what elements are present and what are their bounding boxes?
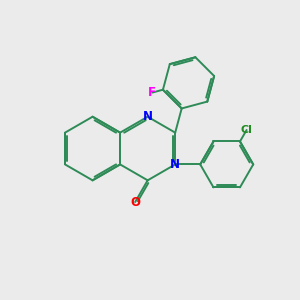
Text: F: F xyxy=(148,86,156,99)
Text: Cl: Cl xyxy=(241,125,253,135)
Text: N: N xyxy=(143,110,153,123)
Text: O: O xyxy=(130,196,140,208)
Text: N: N xyxy=(170,158,180,171)
